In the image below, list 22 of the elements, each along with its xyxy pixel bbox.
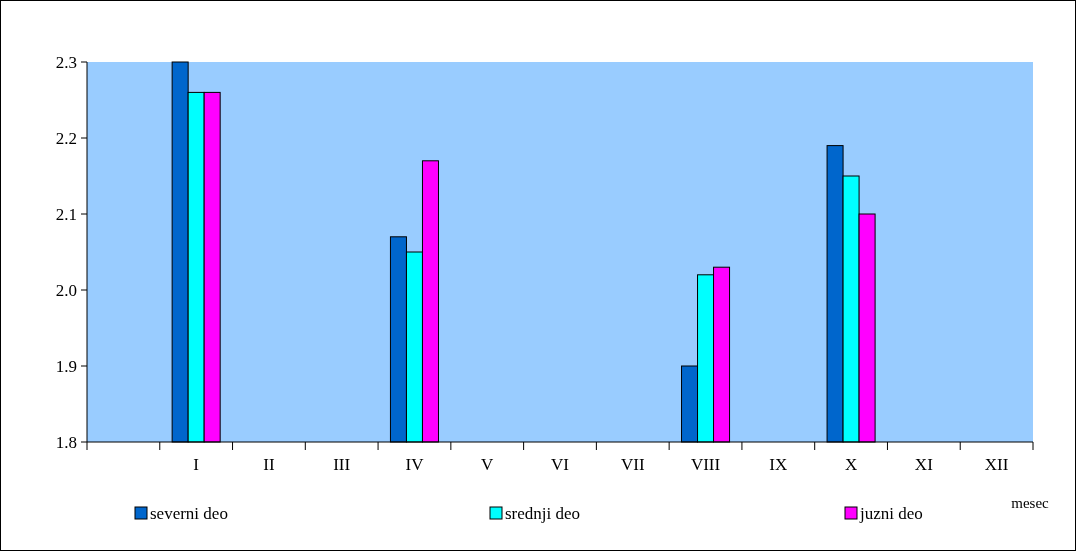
y-tick-label: 1.9 bbox=[55, 356, 77, 376]
legend-label: juzni deo bbox=[859, 503, 923, 523]
x-tick-label: VIII bbox=[690, 454, 721, 474]
legend-label: severni deo bbox=[150, 503, 228, 523]
y-tick-label: 2.1 bbox=[55, 204, 77, 224]
x-tick-label: X bbox=[844, 454, 858, 474]
x-tick-label: IX bbox=[769, 454, 788, 474]
x-axis-title: mesec bbox=[1011, 495, 1050, 511]
x-tick-label: VI bbox=[551, 454, 570, 474]
x-tick-label: XII bbox=[984, 454, 1009, 474]
y-tick-label: 2.2 bbox=[55, 128, 77, 148]
legend-label: srednji deo bbox=[505, 503, 581, 523]
x-tick-label: I bbox=[193, 454, 200, 474]
x-tick-label: XI bbox=[914, 454, 934, 474]
x-tick-label: IV bbox=[405, 454, 425, 474]
x-tick-label: II bbox=[263, 454, 275, 474]
y-tick-label: 1.8 bbox=[55, 432, 77, 452]
x-tick-label: V bbox=[481, 454, 495, 474]
x-tick-label: VII bbox=[620, 454, 645, 474]
x-tick-label: III bbox=[333, 454, 351, 474]
y-tick-label: 2.0 bbox=[55, 280, 77, 300]
y-tick-label: 2.3 bbox=[55, 52, 77, 72]
